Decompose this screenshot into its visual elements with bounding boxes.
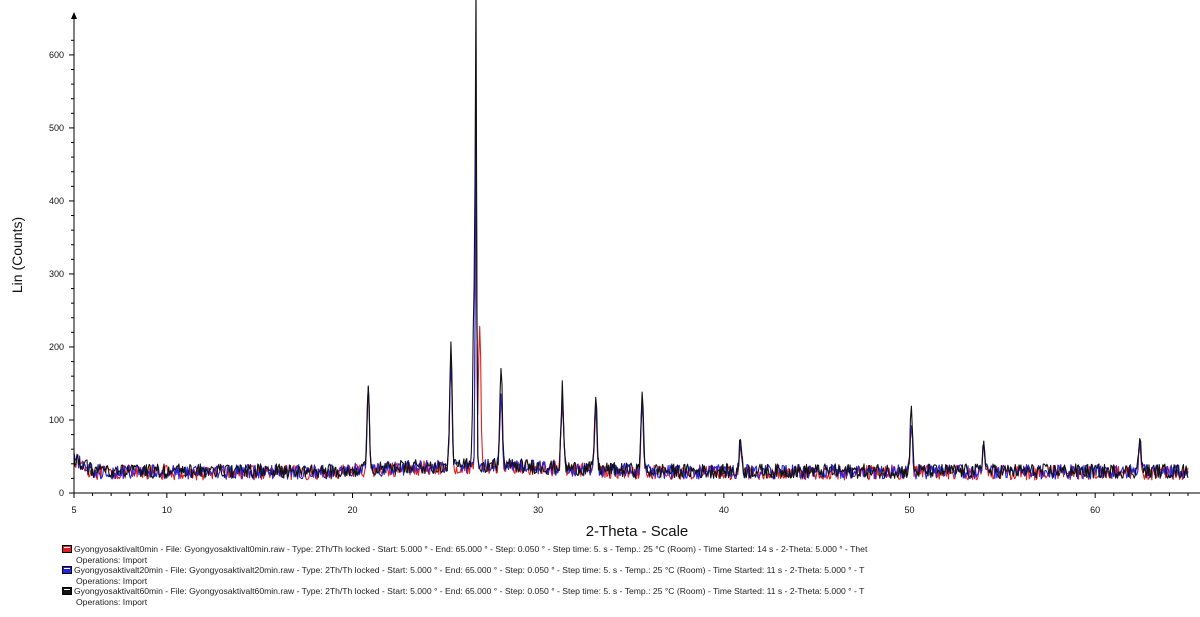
x-axis-label: 2-Theta - Scale [586,523,689,540]
legend-entry-20min: Gyongyosaktivalt20min - File: Gyongyosak… [62,565,1200,586]
series-layer [73,0,1189,481]
y-axis-arrow-icon [71,12,77,19]
y-tick-label: 500 [49,123,64,133]
series-line-Gyongyosaktivalt20min [73,82,1189,480]
legend-swatch-blue-icon [62,566,72,575]
legend-operations: Operations: Import [76,554,148,565]
legend-swatch-red-icon [62,545,72,553]
x-tick-label: 5 [71,505,76,515]
chart-legend: Gyongyosaktivalt0min - File: Gyongyosakt… [62,544,1200,608]
y-tick-label: 400 [49,196,64,206]
legend-text: Gyongyosaktivalt60min - File: Gyongyosak… [74,586,865,597]
legend-line: Gyongyosaktivalt20min - File: Gyongyosak… [62,565,1200,576]
legend-swatch-black-icon [62,587,72,596]
x-tick-label: 50 [904,505,914,515]
legend-text: Gyongyosaktivalt20min - File: Gyongyosak… [74,565,865,576]
y-tick-label: 600 [49,50,64,60]
series-line-Gyongyosaktivalt60min [73,0,1189,479]
legend-entry-60min: Gyongyosaktivalt60min - File: Gyongyosak… [62,586,1200,607]
legend-operations: Operations: Import [76,575,148,586]
x-tick-label: 30 [533,505,543,515]
legend-operations: Operations: Import [76,596,148,607]
y-tick-label: 100 [49,415,64,425]
x-tick-label: 40 [719,505,729,515]
legend-text: Gyongyosaktivalt0min - File: Gyongyosakt… [74,544,868,554]
legend-entry-0min: Gyongyosaktivalt0min - File: Gyongyosakt… [62,544,1200,565]
axis-layer: 0 100 200 300 400 500 600 5 10 20 30 40 50 60 [49,39,1189,515]
y-axis-label: Lin (Counts) [9,217,25,293]
y-tick-label: 300 [49,269,64,279]
legend-line: Gyongyosaktivalt60min - File: Gyongyosak… [62,586,1200,597]
y-tick-label: 0 [59,488,64,498]
y-tick-label: 200 [49,342,64,352]
x-tick-label: 60 [1090,505,1100,515]
x-tick-label: 20 [347,505,357,515]
legend-line: Gyongyosaktivalt0min - File: Gyongyosakt… [62,544,1200,555]
x-tick-label: 10 [162,505,172,515]
series-line-Gyongyosaktivalt0min [73,99,1189,481]
